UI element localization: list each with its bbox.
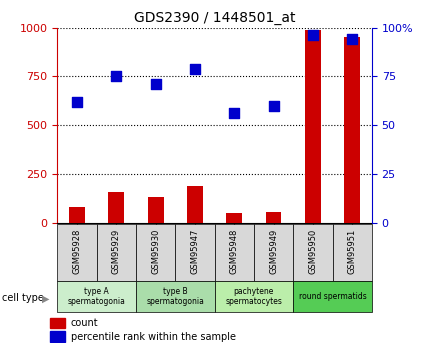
Text: type A
spermatogonia: type A spermatogonia xyxy=(68,287,126,306)
Text: count: count xyxy=(71,318,98,328)
Bar xyxy=(50,318,65,328)
Bar xyxy=(108,192,124,223)
Point xyxy=(349,37,356,42)
Text: GSM95951: GSM95951 xyxy=(348,229,357,274)
Text: cell type: cell type xyxy=(2,294,44,303)
Text: pachytene
spermatocytes: pachytene spermatocytes xyxy=(226,287,282,306)
Bar xyxy=(266,212,281,223)
Point xyxy=(231,111,238,116)
Point xyxy=(74,99,80,105)
Point xyxy=(192,66,198,71)
Bar xyxy=(136,281,215,312)
Text: type B
spermatogonia: type B spermatogonia xyxy=(146,287,204,306)
Text: GSM95947: GSM95947 xyxy=(190,229,199,274)
Bar xyxy=(227,213,242,223)
Title: GDS2390 / 1448501_at: GDS2390 / 1448501_at xyxy=(134,11,295,25)
Text: percentile rank within the sample: percentile rank within the sample xyxy=(71,332,235,342)
Text: ▶: ▶ xyxy=(42,294,49,303)
Point xyxy=(309,33,316,38)
Bar xyxy=(136,224,175,281)
Text: GSM95930: GSM95930 xyxy=(151,229,160,274)
Bar xyxy=(69,207,85,223)
Bar xyxy=(215,281,293,312)
Point xyxy=(113,73,120,79)
Bar xyxy=(50,332,65,342)
Bar xyxy=(293,224,332,281)
Bar xyxy=(57,224,96,281)
Text: GSM95949: GSM95949 xyxy=(269,229,278,274)
Bar xyxy=(332,224,372,281)
Text: GSM95948: GSM95948 xyxy=(230,229,239,274)
Text: GSM95950: GSM95950 xyxy=(309,229,317,274)
Bar xyxy=(215,224,254,281)
Text: GSM95928: GSM95928 xyxy=(73,229,82,274)
Bar xyxy=(148,197,164,223)
Bar xyxy=(57,281,136,312)
Bar xyxy=(293,281,372,312)
Bar xyxy=(187,186,203,223)
Bar xyxy=(305,30,321,223)
Bar xyxy=(175,224,215,281)
Text: GSM95929: GSM95929 xyxy=(112,229,121,274)
Point xyxy=(152,81,159,87)
Bar xyxy=(96,224,136,281)
Text: round spermatids: round spermatids xyxy=(299,292,366,301)
Bar xyxy=(254,224,293,281)
Bar xyxy=(344,37,360,223)
Point xyxy=(270,103,277,108)
